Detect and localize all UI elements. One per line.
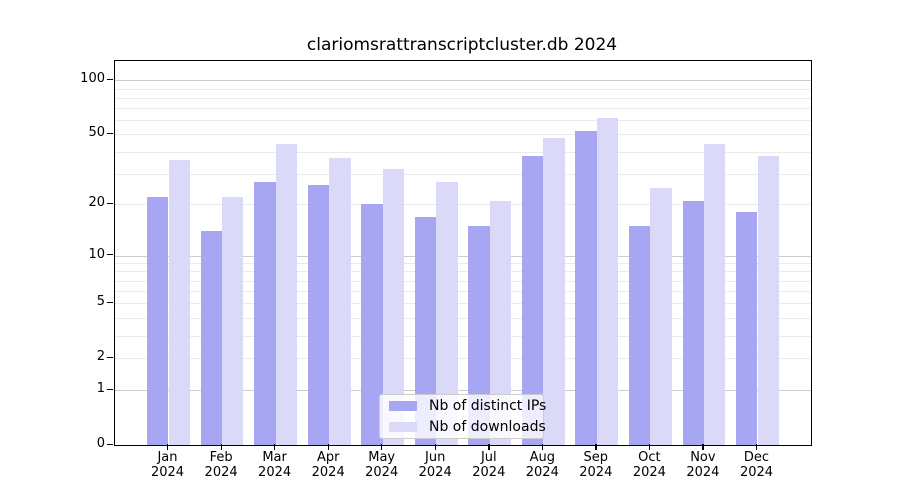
gridline-minor xyxy=(115,204,811,206)
bar-downloads xyxy=(650,187,672,445)
y-axis-tick xyxy=(107,202,113,205)
x-axis-tick xyxy=(167,444,169,450)
gridline-major xyxy=(115,390,811,392)
bar-distinct-ips xyxy=(736,212,758,445)
gridline-major xyxy=(115,255,811,257)
x-axis-tick xyxy=(327,444,329,450)
x-tick-label: Mar 2024 xyxy=(258,450,292,480)
bar-distinct-ips xyxy=(629,225,651,445)
gridline-minor xyxy=(115,134,811,136)
bar-distinct-ips xyxy=(575,131,597,445)
x-tick-label: Sep 2024 xyxy=(579,450,613,480)
y-tick-label: 100 xyxy=(80,71,105,87)
legend-swatch-distinct-ips xyxy=(389,401,417,411)
bar-distinct-ips xyxy=(521,155,544,445)
gridline-minor xyxy=(115,291,811,293)
chart-title: clariomsrattranscriptcluster.db 2024 xyxy=(306,35,618,55)
legend-item-distinct-ips: Nb of distinct IPs xyxy=(380,398,547,415)
bar-downloads xyxy=(436,181,458,445)
gridline-minor xyxy=(115,358,811,360)
bar-distinct-ips xyxy=(468,225,490,445)
y-tick-label: 1 xyxy=(96,381,105,397)
x-tick-label: Jun 2024 xyxy=(418,450,452,480)
bar-distinct-ips xyxy=(254,181,276,445)
y-axis-tick xyxy=(107,443,113,445)
gridline-minor xyxy=(115,97,811,99)
y-axis-tick xyxy=(107,254,113,256)
bar-downloads xyxy=(222,197,244,445)
gridline-minor xyxy=(115,120,811,122)
gridline-minor xyxy=(115,271,811,273)
gridline-major xyxy=(115,80,811,82)
bar-downloads xyxy=(757,155,779,445)
x-tick-label: Jan 2024 xyxy=(150,450,185,480)
x-axis-tick xyxy=(595,444,597,450)
y-tick-label: 5 xyxy=(96,294,105,310)
bar-downloads xyxy=(168,159,190,445)
x-tick-label: Nov 2024 xyxy=(686,450,720,480)
y-axis-tick xyxy=(107,301,113,304)
y-axis-tick xyxy=(107,132,113,135)
bar-distinct-ips xyxy=(200,231,223,445)
y-tick-label: 2 xyxy=(96,349,105,365)
y-tick-label: 0 xyxy=(96,436,105,451)
legend-label-distinct-ips: Nb of distinct IPs xyxy=(429,398,547,414)
x-axis-tick xyxy=(541,444,544,450)
bar-downloads xyxy=(703,144,726,445)
bar-distinct-ips xyxy=(361,204,383,445)
x-tick-label: Aug 2024 xyxy=(525,450,559,480)
y-axis-tick xyxy=(107,388,113,390)
x-axis-tick xyxy=(220,444,222,450)
bar-downloads xyxy=(329,157,351,445)
bar-downloads xyxy=(489,200,512,445)
x-tick-label: Feb 2024 xyxy=(204,450,238,480)
bar-distinct-ips xyxy=(682,200,704,445)
y-axis-tick xyxy=(107,356,113,358)
x-axis-tick xyxy=(702,444,704,450)
gridline-minor xyxy=(115,317,811,319)
bar-distinct-ips xyxy=(307,184,330,445)
x-axis-tick xyxy=(756,444,758,450)
y-tick-label: 20 xyxy=(88,195,105,211)
legend-item-downloads: Nb of downloads xyxy=(380,419,546,436)
gridline-minor xyxy=(115,335,811,337)
gridline-minor xyxy=(115,108,811,110)
legend-label-downloads: Nb of downloads xyxy=(429,419,546,435)
bar-distinct-ips xyxy=(147,197,169,445)
y-tick-label: 50 xyxy=(88,125,105,141)
legend-swatch-downloads xyxy=(389,422,417,432)
bar-downloads xyxy=(275,144,297,445)
gridline-minor xyxy=(115,151,811,153)
gridline-minor xyxy=(115,303,811,305)
bar-downloads xyxy=(596,117,619,445)
y-axis-tick xyxy=(107,78,113,81)
bar-distinct-ips xyxy=(414,216,437,445)
x-axis-tick xyxy=(381,444,383,450)
x-axis-tick xyxy=(434,444,436,450)
legend: Nb of distinct IPs Nb of downloads xyxy=(379,394,547,439)
x-tick-label: Oct 2024 xyxy=(632,450,666,480)
x-axis-tick xyxy=(488,444,490,450)
gridline-minor xyxy=(115,88,811,90)
gridline-minor xyxy=(115,280,811,282)
plot-area: Nb of distinct IPs Nb of downloads xyxy=(114,60,812,446)
bar-downloads xyxy=(382,168,405,445)
gridline-minor xyxy=(115,173,811,175)
x-tick-label: May 2024 xyxy=(365,450,399,480)
x-axis-tick xyxy=(648,444,651,450)
bar-downloads xyxy=(543,137,565,445)
x-tick-label: Jul 2024 xyxy=(472,450,506,480)
x-tick-label: Dec 2024 xyxy=(739,450,774,480)
gridline-minor xyxy=(115,263,811,265)
x-axis-tick xyxy=(274,444,276,450)
x-tick-label: Apr 2024 xyxy=(311,450,345,480)
y-tick-label: 10 xyxy=(88,246,105,262)
